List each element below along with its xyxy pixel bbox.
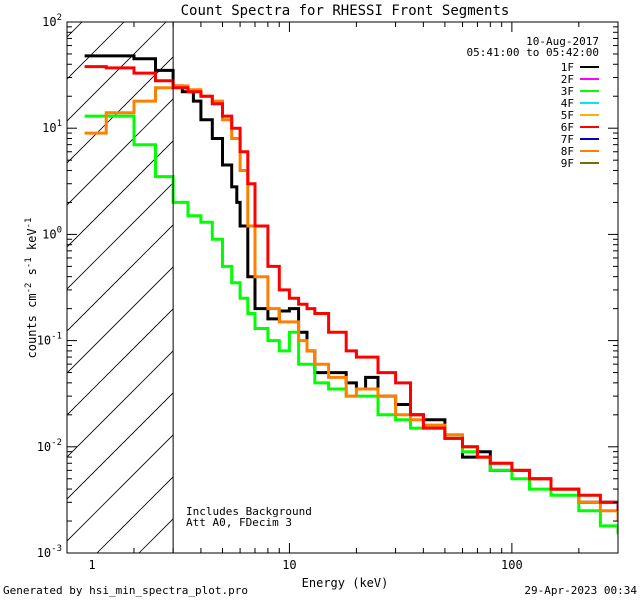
hatch-line <box>67 22 167 122</box>
footer-timestamp: 29-Apr-2023 00:34 <box>524 584 637 597</box>
y-tick-label: 10-3 <box>37 544 62 560</box>
legend-label-6F: 6F <box>561 121 574 134</box>
legend-label-1F: 1F <box>561 61 574 74</box>
y-label-base: counts cm <box>25 293 39 358</box>
hatch-line <box>67 56 174 164</box>
y-label-exp1: -2 <box>24 283 34 294</box>
x-axis-label: Energy (keV) <box>302 576 389 590</box>
hatch-line <box>96 476 174 553</box>
hatch-line <box>223 22 640 553</box>
series-line-1F <box>84 54 618 511</box>
series-line-8F <box>84 84 618 521</box>
hatch-line <box>67 224 174 332</box>
y-label-exp3: -1 <box>24 218 34 229</box>
legend-label-4F: 4F <box>561 97 574 110</box>
y-tick-label: 100 <box>42 225 62 241</box>
y-tick-label: 10-1 <box>37 332 62 348</box>
hatch-line <box>67 22 125 80</box>
axis-ticks <box>66 21 619 554</box>
legend-label-5F: 5F <box>561 109 574 122</box>
y-tick-labels: 10-3 10-2 10-1 100 101 102 <box>37 13 62 560</box>
x-tick-labels: 1 10 100 <box>88 558 522 572</box>
plot-frame <box>66 21 619 554</box>
y-label-mid: s <box>25 268 39 282</box>
y-tick-label: 10-2 <box>37 438 62 454</box>
generated-by-label: Generated by hsi_min_spectra_plot.pro <box>3 584 248 597</box>
y-label-exp2: -1 <box>24 257 34 268</box>
series-group <box>84 54 618 535</box>
hatch-line <box>67 434 174 542</box>
svg-text:counts cm-2 s-1 keV-1: counts cm-2 s-1 keV-1 <box>24 218 39 359</box>
x-tick-label: 100 <box>501 558 523 572</box>
x-tick-label: 1 <box>88 558 95 572</box>
chart-title: Count Spectra for RHESSI Front Segments <box>181 3 510 19</box>
legend-label-9F: 9F <box>561 157 574 170</box>
hatch-line <box>67 98 174 206</box>
hatch-line <box>67 182 174 290</box>
hatch-line <box>0 22 40 553</box>
hatch-region <box>0 22 640 553</box>
x-tick-label: 10 <box>282 558 296 572</box>
legend-label-7F: 7F <box>561 133 574 146</box>
annotation-background: Includes Background <box>186 505 312 518</box>
hatch-line <box>67 350 174 458</box>
hatch-line <box>67 266 174 374</box>
series-line-3F <box>84 114 618 535</box>
y-tick-label: 102 <box>42 13 62 29</box>
y-axis-label: counts cm-2 s-1 keV-1 <box>24 218 39 359</box>
date-label: 10-Aug-2017 <box>526 35 599 48</box>
annotation-attenuator: Att A0, FDecim 3 <box>186 516 292 529</box>
legend-label-3F: 3F <box>561 85 574 98</box>
series-line-6F <box>84 65 618 511</box>
y-label-end: keV <box>25 228 39 257</box>
y-tick-label: 101 <box>42 119 62 135</box>
time-range-label: 05:41:00 to 05:42:00 <box>467 46 599 59</box>
legend-label-8F: 8F <box>561 145 574 158</box>
hatch-line <box>67 392 174 500</box>
legend-label-2F: 2F <box>561 73 574 86</box>
hatch-line <box>67 22 83 38</box>
